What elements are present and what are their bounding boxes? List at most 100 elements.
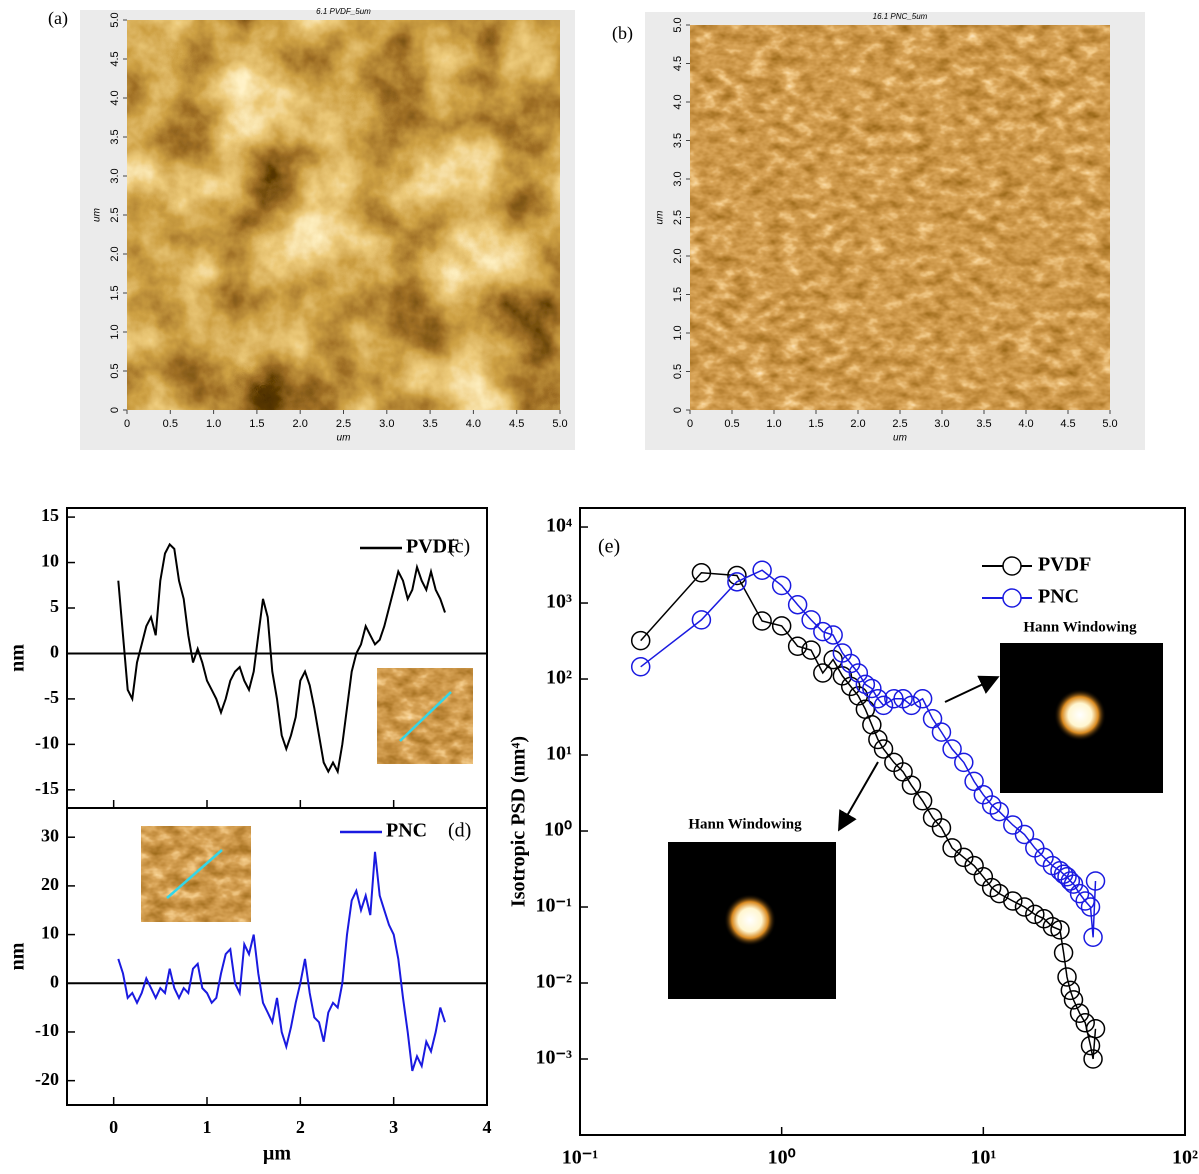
y-tick-label: 15 [41, 505, 59, 525]
x-tick-label: 0 [687, 418, 693, 430]
annotation: Hann Windowing [1023, 619, 1137, 635]
series-line [640, 572, 1097, 1060]
data-point [981, 795, 1002, 815]
x-tick-label: 10⁰ [768, 1147, 796, 1169]
data-point [823, 625, 843, 645]
data-point [813, 621, 833, 642]
x-tick-label: 10¹ [970, 1147, 996, 1169]
data-point [1014, 824, 1035, 845]
legend-label: PVDF [1038, 554, 1091, 576]
y-tick-label: 0.5 [109, 363, 121, 378]
data-point [1060, 871, 1081, 891]
data-point [1060, 980, 1081, 1001]
y-tick-label: 1.0 [672, 325, 684, 340]
y-tick-label: 10⁻² [535, 971, 572, 993]
data-point [1085, 871, 1106, 891]
x-tick-label: 0.5 [163, 418, 178, 430]
legend-label: PNC [1038, 586, 1079, 608]
y-tick-label: 5.0 [109, 12, 121, 27]
data-point [630, 657, 651, 677]
panel: 10⁻³ 10⁻² 10⁻¹ 10⁰ 10¹ 10² 10³ 10⁴ 10⁻¹ 10⁰ 10¹ 10²… [508, 507, 1198, 1174]
profile-line [399, 691, 452, 742]
y-tick-label: 4.0 [672, 94, 684, 109]
x-tick-label: 1 [203, 1117, 212, 1137]
legend-marker [1002, 556, 1022, 576]
data-point [787, 636, 808, 656]
x-tick-label: 2 [296, 1117, 305, 1137]
image-title: 6.1 PVDF_5um [316, 7, 371, 16]
data-point [1083, 1049, 1103, 1069]
plot-frame [66, 807, 488, 1106]
x-tick-label: 2.0 [293, 418, 308, 430]
y-tick-label: 2.5 [672, 210, 684, 225]
data-point [771, 575, 792, 596]
data-point [1050, 861, 1070, 881]
data-point [752, 560, 772, 580]
x-tick-label: 3.5 [422, 418, 437, 430]
y-tick-label: 3.5 [672, 133, 684, 148]
x-tick-label: 0 [109, 1117, 118, 1137]
x-tick-label: 3.5 [976, 418, 991, 430]
data-point [1057, 967, 1077, 987]
x-tick-label: 4.0 [466, 418, 481, 430]
data-point [901, 695, 922, 716]
y-axis-label: nm [7, 942, 29, 970]
y-axis-label: nm [7, 644, 29, 672]
y-tick-label: 2.5 [109, 207, 121, 222]
y-tick-label: -15 [35, 778, 59, 798]
data-point [1050, 920, 1070, 940]
afm-image [127, 20, 560, 410]
y-axis-label: um [655, 211, 666, 225]
data-point [873, 695, 894, 716]
data-point [1053, 864, 1074, 884]
x-tick-label: 1.5 [808, 418, 823, 430]
y-tick-label: 0 [50, 971, 59, 991]
data-point [1053, 943, 1074, 963]
y-tick-label: 1.5 [109, 285, 121, 300]
y-axis-label: Isotropic PSD (nm⁴) [508, 736, 530, 907]
panel: -15 -10 -5 0 5 10 15 nm PVDF(c) [7, 505, 488, 809]
y-tick-label: 1.0 [109, 324, 121, 339]
data-point [989, 801, 1010, 822]
y-tick-label: 4.0 [109, 90, 121, 105]
data-point [1075, 891, 1095, 911]
y-tick-label: 0.5 [672, 364, 684, 379]
data-point [787, 594, 808, 615]
y-tick-label: 10² [546, 667, 572, 689]
data-point [1063, 874, 1084, 894]
x-tick-label: 5.0 [552, 418, 567, 430]
y-tick-label: 30 [41, 825, 59, 845]
panel-label: (b) [612, 23, 633, 44]
y-tick-label: -10 [35, 732, 59, 752]
panel-label: (a) [48, 8, 68, 29]
y-tick-label: 20 [41, 874, 59, 894]
data-point [931, 722, 952, 742]
x-tick-label: 1.0 [206, 418, 221, 430]
x-tick-label: 10⁻¹ [562, 1147, 599, 1169]
x-tick-label: 4 [483, 1117, 492, 1137]
x-tick-label: 4.5 [1060, 418, 1075, 430]
series-line [117, 542, 446, 775]
data-point [964, 771, 984, 792]
y-tick-label: 3.0 [672, 171, 684, 186]
y-axis-label: um [92, 208, 103, 222]
data-point [1014, 897, 1035, 917]
data-point [801, 640, 821, 660]
data-point [1069, 1003, 1090, 1023]
data-point [813, 663, 833, 683]
x-tick-label: 1.5 [249, 418, 264, 430]
x-tick-label: 2.0 [850, 418, 865, 430]
data-point [1069, 883, 1090, 904]
data-point [901, 775, 922, 796]
arrow [944, 675, 1000, 703]
data-point [752, 611, 772, 631]
legend-label: PVDF [406, 536, 459, 558]
data-point [855, 674, 876, 695]
x-tick-label: 4.5 [509, 418, 524, 430]
y-tick-label: 10 [41, 923, 59, 943]
x-tick-label: 3 [389, 1117, 398, 1137]
data-point [630, 630, 651, 651]
hann-spot [1054, 689, 1106, 741]
data-point [1085, 1019, 1106, 1039]
